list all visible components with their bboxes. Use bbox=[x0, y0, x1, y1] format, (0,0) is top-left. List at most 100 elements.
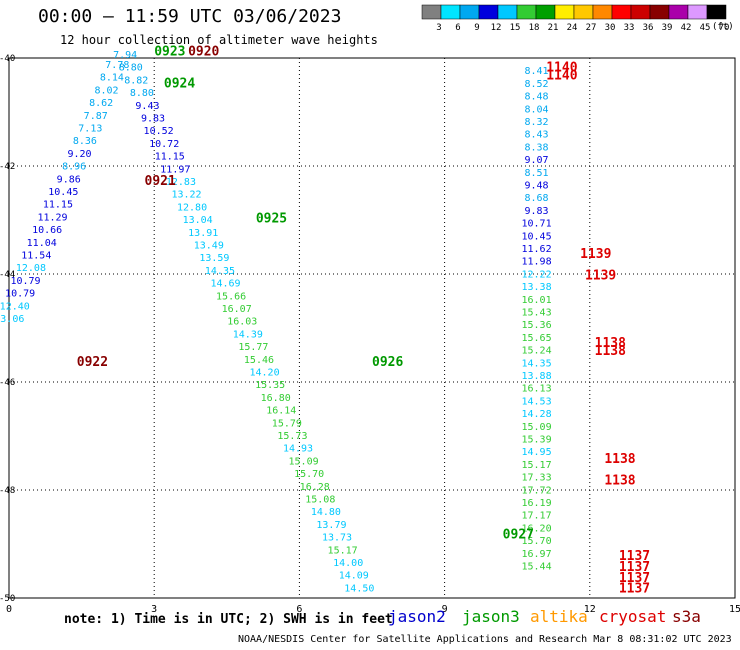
swh-value-label: 12.22 bbox=[522, 269, 552, 280]
swh-value-label: 8.32 bbox=[525, 117, 549, 128]
swh-value-label: 12.80 bbox=[177, 202, 207, 213]
x-tick-label: 15 bbox=[729, 604, 740, 615]
colorbar-tick-label: 9 bbox=[474, 23, 479, 33]
swh-value-label: 14.35 bbox=[522, 358, 552, 369]
swh-value-label: 15.17 bbox=[328, 545, 358, 556]
pass-time-label: 1137 bbox=[619, 582, 650, 597]
colorbar-tick-label: 30 bbox=[605, 23, 616, 33]
swh-value-label: 10.79 bbox=[10, 276, 40, 287]
swh-value-label: 17.72 bbox=[522, 485, 552, 496]
swh-value-label: 13.73 bbox=[322, 533, 352, 544]
swh-value-label: 16.97 bbox=[522, 549, 552, 560]
swh-value-label: 12.40 bbox=[0, 301, 30, 312]
swh-value-label: 8.51 bbox=[525, 168, 549, 179]
colorbar-swatch bbox=[535, 4, 556, 20]
swh-value-label: 16.14 bbox=[266, 406, 296, 417]
swh-value-label: 15.09 bbox=[289, 456, 319, 467]
swh-value-label: 12.83 bbox=[166, 177, 196, 188]
swh-value-label: 11.04 bbox=[27, 238, 57, 249]
legend-altika: altika bbox=[530, 607, 588, 626]
swh-value-label: 8.62 bbox=[89, 98, 113, 109]
colorbar-swatch bbox=[592, 4, 613, 20]
swh-value-label: 10.72 bbox=[149, 139, 179, 150]
swh-value-label: 14.35 bbox=[205, 266, 235, 277]
swh-value-label: 8.80 bbox=[119, 63, 143, 74]
swh-value-label: 15.08 bbox=[305, 495, 335, 506]
pass-time-label: 1138 bbox=[595, 344, 626, 359]
swh-value-label: 8.82 bbox=[124, 75, 148, 86]
swh-value-label: 10.79 bbox=[5, 289, 35, 300]
swh-value-label: 15.44 bbox=[522, 562, 552, 573]
colorbar-swatch bbox=[440, 4, 461, 20]
legend-jason3: jason3 bbox=[462, 607, 520, 626]
swh-value-label: 10.66 bbox=[32, 225, 62, 236]
pass-time-label: 1137 bbox=[619, 560, 650, 575]
pass-time-label: 0920 bbox=[188, 44, 219, 59]
colorbar-tick-label: 24 bbox=[567, 23, 578, 33]
colorbar-unit: (ft) bbox=[712, 22, 734, 32]
y-tick-label: -48 bbox=[0, 486, 15, 496]
swh-value-label: 8.80 bbox=[130, 88, 154, 99]
pass-time-label: 0922 bbox=[77, 355, 108, 370]
swh-value-label: 8.14 bbox=[100, 73, 124, 84]
x-tick-label: 3 bbox=[151, 604, 157, 615]
swh-value-label: 11.54 bbox=[21, 251, 51, 262]
swh-value-label: 9.20 bbox=[67, 149, 91, 160]
colorbar-swatch bbox=[706, 4, 727, 20]
swh-value-label: 13.91 bbox=[188, 228, 218, 239]
swh-value-label: 14.95 bbox=[522, 447, 552, 458]
swh-value-label: 15.43 bbox=[522, 308, 552, 319]
colorbar-tick-label: 39 bbox=[662, 23, 673, 33]
colorbar-tick-label: 70 bbox=[719, 23, 730, 33]
y-tick-label: -44 bbox=[0, 270, 15, 280]
colorbar-swatch bbox=[630, 4, 651, 20]
swh-value-label: 17.33 bbox=[522, 473, 552, 484]
swh-value-label: 7.87 bbox=[84, 111, 108, 122]
swh-value-label: 10.52 bbox=[144, 126, 174, 137]
pass-time-label: 1137 bbox=[619, 549, 650, 564]
swh-value-label: 13.38 bbox=[522, 282, 552, 293]
swh-value-label: 15.17 bbox=[522, 460, 552, 471]
swh-value-label: 15.65 bbox=[522, 333, 552, 344]
swh-value-label: 14.69 bbox=[210, 279, 240, 290]
swh-value-label: 9.83 bbox=[525, 206, 549, 217]
swh-value-label: 11.15 bbox=[155, 152, 185, 163]
chart-title: 00:00 – 11:59 UTC 03/06/2023 bbox=[38, 6, 342, 27]
swh-value-label: 7.13 bbox=[78, 124, 102, 135]
swh-value-label: 10.45 bbox=[48, 187, 78, 198]
swh-value-label: 13.79 bbox=[316, 520, 346, 531]
swh-value-label: 8.02 bbox=[94, 85, 118, 96]
swh-value-label: 15.24 bbox=[522, 346, 552, 357]
swh-value-label: 8.43 bbox=[525, 130, 549, 141]
y-tick-label: -46 bbox=[0, 378, 15, 388]
swh-value-label: 11.29 bbox=[37, 212, 67, 223]
swh-value-label: 8.36 bbox=[73, 136, 97, 147]
swh-value-label: 15.36 bbox=[522, 320, 552, 331]
swh-value-label: 15.39 bbox=[522, 435, 552, 446]
swh-value-label: 15.77 bbox=[238, 342, 268, 353]
swh-value-label: 10.71 bbox=[522, 219, 552, 230]
swh-value-label: 9.86 bbox=[57, 174, 81, 185]
colorbar-tick-label: 42 bbox=[681, 23, 692, 33]
swh-value-label: 8.48 bbox=[525, 92, 549, 103]
pass-time-label: 1137 bbox=[619, 571, 650, 586]
swh-value-label: 9.83 bbox=[141, 114, 165, 125]
swh-value-label: 15.70 bbox=[522, 536, 552, 547]
y-tick-label: -42 bbox=[0, 162, 15, 172]
colorbar-tick-label: 18 bbox=[529, 23, 540, 33]
colorbar-tick-label: 6 bbox=[455, 23, 460, 33]
colorbar-swatch bbox=[459, 4, 480, 20]
swh-value-label: 8.38 bbox=[525, 142, 549, 153]
swh-value-label: 16.19 bbox=[522, 498, 552, 509]
swh-value-label: 16.03 bbox=[227, 317, 257, 328]
plot-frame bbox=[8, 57, 736, 599]
swh-value-label: 8.68 bbox=[525, 193, 549, 204]
chart-subtitle: 12 hour collection of altimeter wave hei… bbox=[60, 33, 378, 47]
footnote: note: 1) Time is in UTC; 2) SWH is in fe… bbox=[64, 612, 393, 627]
y-tick-label: -40 bbox=[0, 54, 15, 64]
swh-value-label: 14.20 bbox=[249, 368, 279, 379]
pass-time-label: 1139 bbox=[580, 247, 611, 262]
swh-value-label: 15.46 bbox=[244, 355, 274, 366]
swh-value-label: 13.59 bbox=[199, 253, 229, 264]
swh-value-label: 15.79 bbox=[272, 418, 302, 429]
